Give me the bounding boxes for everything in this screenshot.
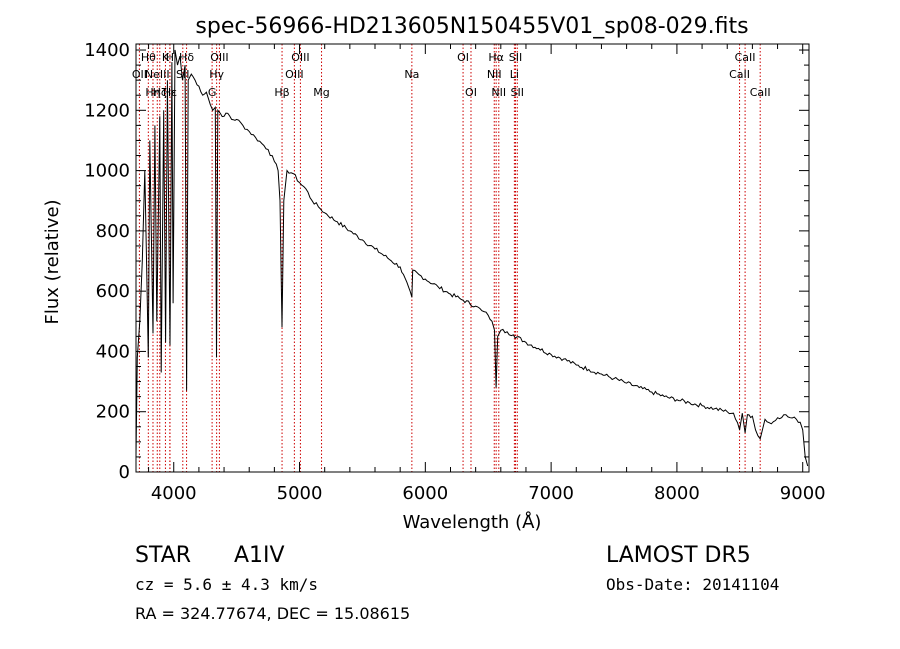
y-tick-label: 0: [119, 462, 130, 483]
line-label: CaII: [735, 51, 756, 64]
line-label: OIII: [285, 68, 303, 81]
line-label: OI: [465, 86, 477, 99]
y-tick-label: 1200: [84, 100, 130, 121]
x-tick-label: 6000: [402, 483, 448, 504]
y-axis-ticks: 0 200 400 600 800 1000 1200 1400: [84, 40, 809, 483]
line-label: Li: [510, 68, 519, 81]
line-label: SII: [509, 51, 522, 64]
line-label: Hγ: [209, 68, 224, 81]
line-label: CaII: [750, 86, 771, 99]
x-axis-ticks: 4000 5000 6000 7000 8000 9000: [148, 44, 826, 504]
line-label: CaII: [729, 68, 750, 81]
chart-title: spec-56966-HD213605N150455V01_sp08-029.f…: [195, 14, 748, 39]
x-tick-label: 4000: [151, 483, 197, 504]
spectral-line-labels: OIIHθHηNeIIIHζKHHεSIIHδGHγOIIIHβOIIIOIII…: [132, 51, 771, 99]
object-subclass: A1IV: [234, 543, 285, 568]
y-tick-label: 1400: [84, 40, 130, 61]
redshift-cz: cz = 5.6 ± 4.3 km/s: [135, 575, 318, 594]
line-label: NII: [487, 68, 502, 81]
y-tick-label: 600: [96, 281, 130, 302]
line-label: NII: [491, 86, 506, 99]
coordinates: RA = 324.77674, DEC = 15.08615: [135, 604, 410, 623]
line-label: Hη: [145, 86, 160, 99]
x-tick-label: 5000: [277, 483, 323, 504]
y-tick-label: 1000: [84, 161, 130, 182]
observation-date: Obs-Date: 20141104: [606, 575, 779, 594]
line-label: Hβ: [274, 86, 289, 99]
line-label: OIII: [291, 51, 309, 64]
line-label: H: [166, 51, 174, 64]
line-label: OIII: [210, 51, 228, 64]
x-tick-label: 7000: [528, 483, 574, 504]
line-label: SII: [511, 86, 524, 99]
line-label: SII: [176, 68, 189, 81]
y-tick-label: 200: [96, 402, 130, 423]
survey-name: LAMOST DR5: [606, 543, 751, 568]
y-tick-label: 800: [96, 221, 130, 242]
line-label: NeIII: [145, 68, 170, 81]
line-label: Hα: [488, 51, 504, 64]
object-class: STAR: [135, 543, 191, 568]
y-tick-label: 400: [96, 341, 130, 362]
line-label: Hθ: [141, 51, 156, 64]
line-label: G: [208, 86, 217, 99]
x-axis-label: Wavelength (Å): [403, 511, 542, 533]
spectrum-line: [135, 49, 809, 467]
plot-frame: [135, 43, 810, 473]
x-tick-label: 9000: [780, 483, 826, 504]
y-axis-label: Flux (relative): [42, 199, 63, 324]
line-label: Mg: [313, 86, 329, 99]
x-tick-label: 8000: [654, 483, 700, 504]
line-label: Hδ: [179, 51, 194, 64]
line-label: K: [162, 51, 170, 64]
line-label: Na: [404, 68, 419, 81]
line-label: OI: [457, 51, 469, 64]
spectral-line-markers: [138, 44, 761, 472]
line-label: Hζ: [153, 86, 167, 99]
line-label: Hε: [163, 86, 177, 99]
